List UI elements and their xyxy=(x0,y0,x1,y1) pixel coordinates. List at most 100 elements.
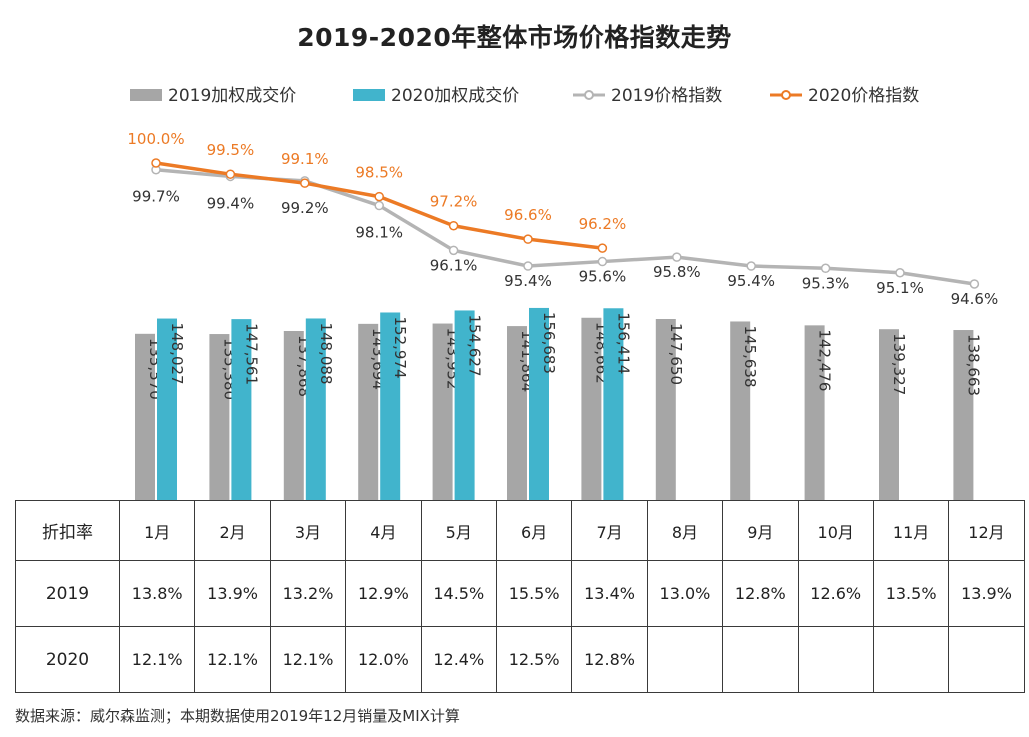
table-row-year: 2020 xyxy=(15,626,120,693)
bar-2020-4 xyxy=(380,312,401,500)
index-label-2020-4: 98.5% xyxy=(355,164,403,182)
bar-2020-6 xyxy=(529,307,549,500)
point-2020-5 xyxy=(448,220,459,231)
bar-label-2019-9: 145,638 xyxy=(741,325,759,387)
bar-2019-5 xyxy=(432,323,453,500)
index-label-2019-7: 95.6% xyxy=(579,268,627,286)
table-header-month: 7月 xyxy=(571,500,648,561)
bar-2019-1 xyxy=(135,333,155,500)
table-cell: 14.5% xyxy=(420,560,497,627)
bar-label-2020-6: 156,683 xyxy=(540,312,558,374)
index-label-2020-7: 96.2% xyxy=(579,215,627,233)
bar-2019-10 xyxy=(804,325,825,500)
bar-2019-7 xyxy=(581,317,602,500)
bar-2020-2 xyxy=(231,319,252,500)
table-header-row: 折扣率 1月 2月 3月 4月 5月 6月 7月 8月 9月 10月 11月 12月 xyxy=(15,500,1025,561)
table-cell: 12.6% xyxy=(797,560,874,627)
table-cell: 13.5% xyxy=(872,560,950,627)
point-2020-6 xyxy=(523,234,533,244)
source-note: 数据来源：威尔森监测；本期数据使用2019年12月销量及MIX计算 xyxy=(15,707,460,725)
table-cell: 13.2% xyxy=(269,560,347,627)
bar-2020-7 xyxy=(603,308,624,500)
table-cell: 12.9% xyxy=(345,560,422,627)
table-cell: 13.9% xyxy=(194,560,271,627)
point-2019-7 xyxy=(597,256,608,267)
bar-2020-3 xyxy=(305,318,326,500)
price-index-chart: 2019加权成交价 2020加权成交价 2019价格指数 2020价格指数135,57… xyxy=(127,86,999,500)
index-label-2020-6: 96.6% xyxy=(504,206,552,224)
table-cell: 12.4% xyxy=(420,626,497,693)
legend-label-1: 2019加权成交价 xyxy=(168,86,296,106)
bar-label-2019-12: 138,663 xyxy=(964,334,982,396)
table-cell: 12.1% xyxy=(118,626,196,693)
table-cell xyxy=(646,626,724,693)
bar-2019-4 xyxy=(358,323,379,500)
table-row-2020: 2020 12.1% 12.1% 12.1% 12.0% 12.4% 12.5% 12.8% xyxy=(15,626,1025,693)
bar-2019-9 xyxy=(730,321,751,500)
bar-2019-2 xyxy=(209,334,230,500)
table-header-month: 3月 xyxy=(269,500,347,561)
index-label-2019-8: 95.8% xyxy=(653,263,701,281)
bar-2019-8 xyxy=(655,319,676,500)
table-header-month: 6月 xyxy=(495,500,573,561)
point-2020-4 xyxy=(374,191,384,202)
table-cell: 12.1% xyxy=(269,626,347,693)
chart-title: 2019-2020年整体市场价格指数走势 xyxy=(297,23,732,52)
point-2020-1 xyxy=(151,158,161,168)
bar-2019-12 xyxy=(953,330,974,500)
table-cell xyxy=(797,626,874,693)
index-label-2019-10: 95.3% xyxy=(802,274,850,292)
table-header-month: 4月 xyxy=(345,500,422,561)
index-label-2019-1: 99.7% xyxy=(132,188,180,206)
legend-label-4: 2020价格指数 xyxy=(808,86,919,106)
point-2020-3 xyxy=(300,178,310,188)
point-2019-8 xyxy=(672,252,682,262)
table-header-month: 11月 xyxy=(872,500,950,561)
bar-2019-6 xyxy=(507,326,527,500)
table-header-month: 12月 xyxy=(948,500,1025,561)
legend-swatch-1 xyxy=(130,89,162,101)
index-label-2020-3: 99.1% xyxy=(281,150,329,168)
bar-label-2020-4: 152,974 xyxy=(391,316,409,378)
bar-label-2020-5: 154,627 xyxy=(466,314,484,376)
index-label-2019-4: 98.1% xyxy=(355,224,403,242)
table-cell: 12.5% xyxy=(495,626,573,693)
table-cell: 13.8% xyxy=(118,560,196,627)
bar-2020-1 xyxy=(157,318,177,500)
point-2019-11 xyxy=(895,268,905,278)
index-label-2020-2: 99.5% xyxy=(207,141,255,159)
table-header-label: 折扣率 xyxy=(15,500,120,561)
table-header-month: 2月 xyxy=(194,500,271,561)
table-header-month: 9月 xyxy=(722,500,799,561)
table-cell: 13.9% xyxy=(948,560,1025,627)
bar-2019-3 xyxy=(283,331,304,500)
table-cell: 13.4% xyxy=(571,560,648,627)
index-label-2019-11: 95.1% xyxy=(876,279,924,297)
index-label-2019-3: 99.2% xyxy=(281,199,329,217)
point-2020-2 xyxy=(225,169,236,179)
table-cell xyxy=(722,626,799,693)
table-header-month: 10月 xyxy=(797,500,874,561)
point-2020-7 xyxy=(597,243,608,253)
point-2019-12 xyxy=(969,279,980,289)
table-header-month: 5月 xyxy=(420,500,497,561)
table-cell: 13.0% xyxy=(646,560,724,627)
bar-2019-11 xyxy=(879,329,899,500)
legend-marker-4 xyxy=(781,90,791,100)
point-2019-6 xyxy=(523,261,533,271)
bar-label-2019-10: 142,476 xyxy=(816,329,834,391)
index-label-2019-9: 95.4% xyxy=(727,272,775,290)
legend-swatch-2 xyxy=(353,89,385,101)
table-row-year: 2019 xyxy=(15,560,120,627)
point-2019-9 xyxy=(746,261,756,271)
bar-2020-5 xyxy=(454,310,475,500)
legend-label-2: 2020加权成交价 xyxy=(391,86,519,106)
legend-label-3: 2019价格指数 xyxy=(611,86,722,106)
table-cell: 15.5% xyxy=(495,560,573,627)
bar-label-2020-3: 148,088 xyxy=(317,322,335,384)
table-cell xyxy=(872,626,950,693)
bar-label-2019-8: 147,650 xyxy=(667,323,685,385)
bar-label-2020-2: 147,561 xyxy=(242,323,260,385)
index-label-2019-12: 94.6% xyxy=(951,290,999,308)
bar-label-2020-1: 148,027 xyxy=(168,323,186,385)
